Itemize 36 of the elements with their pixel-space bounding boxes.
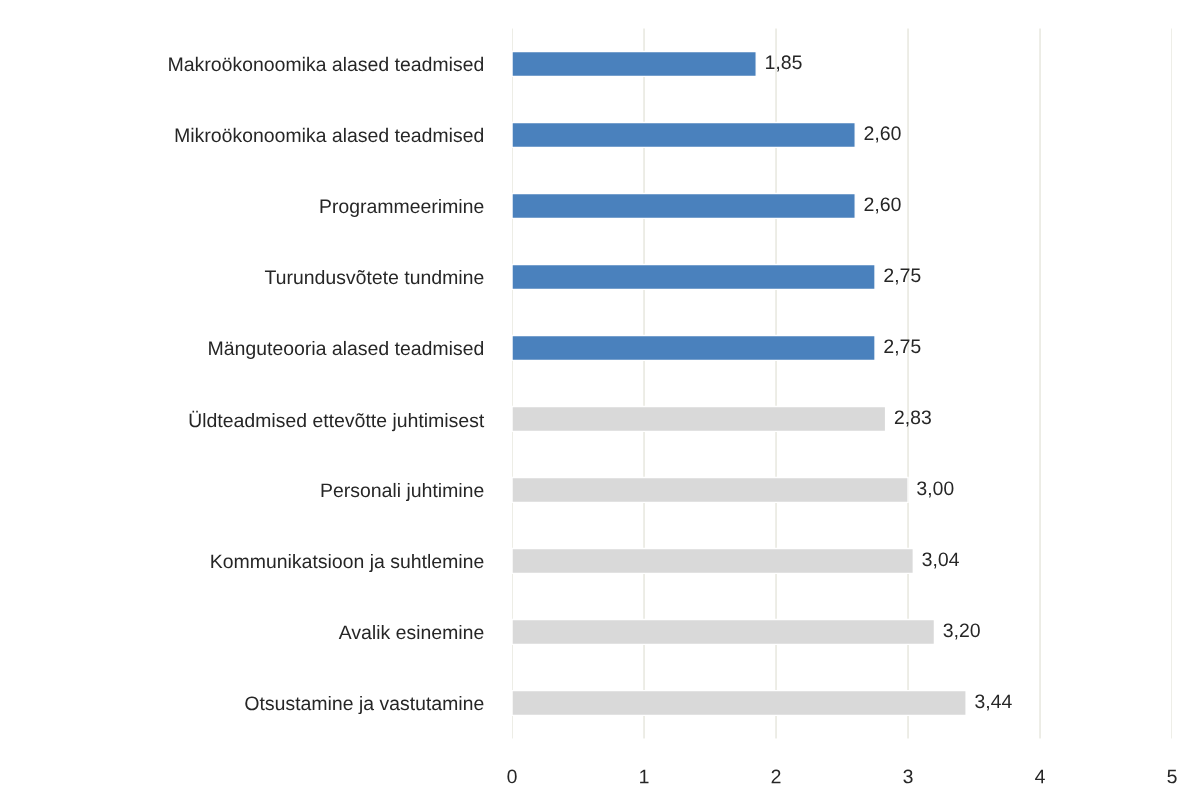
- bar: [512, 334, 876, 362]
- data-label: 3,00: [917, 481, 954, 498]
- y-tick-label: Programmeerimine: [320, 198, 484, 218]
- bar: [512, 121, 856, 149]
- y-tick-label: Makroökonoomika alased teadmised: [169, 56, 484, 72]
- y-tick-label: Personali juhtimine: [321, 482, 484, 502]
- data-label: 2,75: [884, 339, 921, 356]
- bar: [512, 618, 936, 646]
- y-tick-label: Kommunikatsioon ja suhtlemine: [211, 553, 484, 573]
- x-tick-label: 1: [640, 769, 649, 784]
- x-tick-label: 5: [1167, 769, 1177, 784]
- data-label: 2,83: [894, 410, 931, 427]
- bar: [512, 405, 887, 433]
- data-label: 1,85: [766, 55, 802, 72]
- y-tick-label: Otsustamine ja vastutamine: [245, 695, 484, 715]
- bar: [512, 476, 909, 504]
- data-label: 3,04: [922, 552, 959, 569]
- x-tick-label: 4: [1035, 769, 1045, 784]
- x-tick-label: 0: [507, 769, 517, 784]
- bar: [512, 192, 856, 220]
- data-label: 3,20: [943, 623, 980, 640]
- data-label: 2,75: [884, 268, 921, 285]
- bar: [512, 689, 967, 717]
- bar: [512, 547, 915, 575]
- y-tick-label: Mänguteooria alased teadmised: [209, 340, 484, 360]
- y-tick-label: Avalik esinemine: [338, 624, 484, 640]
- data-label: 2,60: [864, 197, 901, 214]
- y-tick-label: Turundusvõtete tundmine: [264, 269, 484, 285]
- data-label: 3,44: [975, 694, 1012, 711]
- x-tick-label: 3: [903, 769, 913, 784]
- bar: [512, 50, 757, 78]
- data-label: 2,60: [864, 126, 901, 143]
- x-tick-label: 2: [771, 769, 781, 784]
- y-tick-label: Mikroökonoomika alased teadmised: [175, 127, 484, 143]
- y-tick-label: Üldteadmised ettevõtte juhtimisest: [189, 410, 485, 432]
- bar: [512, 263, 876, 291]
